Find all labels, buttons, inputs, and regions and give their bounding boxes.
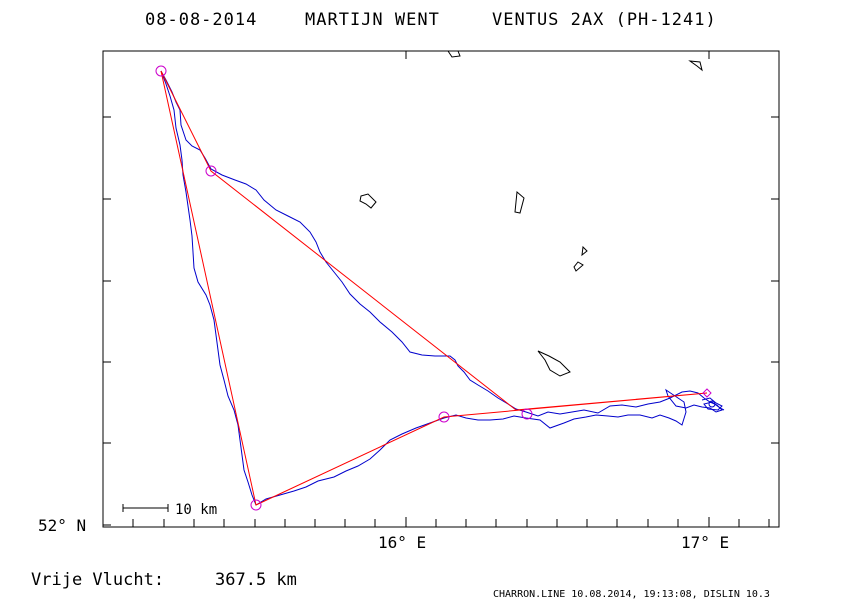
lake-5 (581, 245, 588, 257)
turnpoint-finish (702, 388, 712, 398)
scale-bar (122, 504, 169, 512)
turnpoint-4 (521, 408, 533, 420)
lake-3 (359, 193, 377, 209)
lake-6 (573, 261, 584, 272)
lake-7 (537, 350, 571, 377)
top-ticks (405, 51, 710, 59)
lon-label-17: 17° E (681, 533, 729, 552)
turnpoints (155, 65, 712, 511)
turnpoint-3 (438, 411, 450, 423)
title-glider: VENTUS 2AX (PH-1241) (492, 10, 717, 30)
finish-cluster (701, 397, 725, 411)
lat-label: 52° N (38, 516, 86, 535)
lon-label-16: 16° E (378, 533, 426, 552)
title-date: 08-08-2014 (145, 10, 257, 30)
distance-value: 367.5 km (215, 570, 297, 590)
turnpoint-5 (250, 499, 262, 511)
lake-2 (688, 60, 703, 72)
map-border (102, 50, 780, 528)
flight-track (160, 70, 723, 506)
scale-label: 10 km (175, 502, 217, 518)
lake-1 (447, 50, 461, 58)
task-lines (160, 70, 708, 506)
lake-4 (514, 190, 525, 214)
lakes (359, 50, 703, 377)
left-ticks (103, 116, 111, 526)
title-pilot: MARTIJN WENT (305, 10, 440, 30)
credit-line: CHARRON.LINE 10.08.2014, 19:13:08, DISLI… (493, 589, 770, 600)
right-ticks (771, 116, 779, 444)
turnpoint-start (155, 65, 167, 77)
turnpoint-2 (205, 165, 217, 177)
bottom-ticks (132, 517, 770, 527)
distance-label: Vrije Vlucht: (31, 570, 164, 590)
